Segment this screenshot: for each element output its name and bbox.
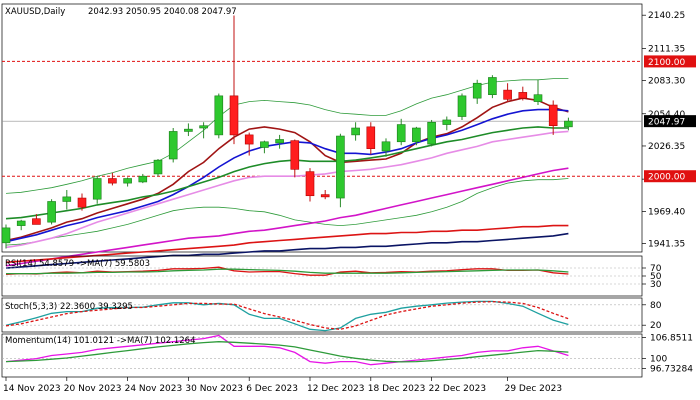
candle-bull [381, 141, 391, 152]
candle-bull [47, 201, 56, 223]
ma-pink [5, 130, 569, 249]
bb-lower [5, 178, 569, 246]
candle-bear [244, 134, 254, 145]
price-tick-label: 1941.35 [648, 240, 685, 250]
chart-title: XAUUSD,Daily [5, 7, 65, 17]
stochastic-pane: 80 20 [1, 297, 662, 333]
candle-bear [77, 197, 87, 208]
candle-bear [108, 178, 117, 184]
pane-frame-stoch [1, 297, 643, 333]
rsi [5, 266, 569, 276]
sub-tick-label: 106.8511 [650, 334, 693, 344]
stoch-main [5, 300, 569, 332]
candle-bull [260, 141, 269, 148]
ma-blue [5, 108, 569, 243]
sub-tick-label: 80 [650, 301, 662, 311]
ma-green [5, 126, 569, 220]
price-tick-label: 2026.35 [648, 142, 685, 152]
date-tick-label: 30 Nov 2023 [185, 384, 243, 394]
candle-bull [184, 128, 193, 132]
candle-bull [138, 175, 148, 183]
date-tick-label: 6 Dec 2023 [246, 384, 298, 394]
date-tick-label: 20 Nov 2023 [64, 384, 122, 394]
candle-bear [32, 218, 41, 225]
candle-bull [396, 124, 406, 143]
candle-bear [290, 140, 300, 170]
candle-bear [503, 89, 512, 100]
ma-navy [5, 232, 569, 269]
candle-bull [427, 121, 436, 145]
candle-bull [199, 125, 208, 129]
candle-bull [16, 220, 26, 226]
date-tick-label: 24 Nov 2023 [125, 384, 183, 394]
price-tick-label: 2140.25 [648, 11, 685, 21]
sub-tick-label: 30 [650, 280, 662, 290]
candle-bull [472, 82, 482, 99]
momentum-ma [5, 341, 569, 363]
current-price-label: 2047.97 [648, 118, 685, 128]
rsi-label: RSI(14) 54.8579 ->MA(7) 59.5803 [5, 259, 150, 269]
candle-bull [62, 196, 72, 202]
date-tick-label: 29 Dec 2023 [505, 384, 562, 394]
date-tick-label: 18 Dec 2023 [368, 384, 426, 394]
candle-bull [533, 94, 543, 102]
sub-tick-label: 20 [650, 321, 662, 331]
date-tick-label: 22 Dec 2023 [429, 384, 487, 394]
ma-red [5, 224, 569, 264]
candle-bull [123, 178, 132, 184]
ma-dark-red [5, 97, 569, 242]
ma-magenta [5, 167, 569, 267]
price-tick-label: 2054.40 [648, 110, 685, 120]
candle-bull [442, 119, 452, 125]
candle-bull [564, 120, 573, 128]
candle-bull [92, 178, 102, 200]
candle-bear [548, 104, 558, 127]
level-label: 2100.00 [648, 58, 685, 68]
candle-bull [336, 135, 345, 199]
sub-tick-label: 70 [650, 264, 662, 274]
candle-bear [320, 194, 330, 198]
candle-bull [153, 159, 163, 175]
current-price-bg [644, 115, 696, 128]
candle-bull [351, 127, 360, 136]
rsi-ma [6, 268, 569, 275]
candle-bear [366, 126, 376, 149]
sub-tick-label: 100 [650, 355, 667, 365]
candle-bull [214, 95, 224, 136]
level-label: 2000.00 [648, 173, 685, 183]
sub-tick-label: 96.73284 [650, 365, 693, 375]
main-price-pane: 2140.252111.352083.302054.402026.351997.… [1, 3, 696, 269]
price-tick-label: 2111.35 [648, 44, 685, 54]
candle-bear [305, 171, 315, 197]
level-label-bg [644, 55, 696, 68]
sub-tick-label: 50 [650, 272, 662, 282]
candle-bull [168, 131, 178, 160]
momentum-label: Momentum(14) 101.0121 ->MA(7) 102.1264 [5, 336, 195, 346]
candle-bull [488, 77, 497, 96]
stoch-label: Stoch(5,3,3) 22.3600 39.3295 [5, 302, 133, 312]
date-tick-label: 14 Nov 2023 [3, 384, 61, 394]
momentum [5, 334, 569, 366]
date-tick-label: 12 Dec 2023 [307, 384, 365, 394]
level-label-bg [644, 170, 696, 183]
candle-bear [229, 95, 239, 136]
ohlc-header: 2042.93 2050.95 2040.08 2047.97 [88, 7, 237, 17]
candle-bull [457, 95, 467, 117]
pane-frame-main [1, 3, 643, 253]
stoch-signal [5, 301, 569, 330]
candle-bull [275, 139, 284, 144]
pane-frame-mom [1, 333, 643, 378]
price-tick-label: 1969.40 [648, 207, 685, 217]
candle-bear [518, 92, 528, 99]
candle-bull [412, 127, 421, 143]
price-tick-label: 2083.30 [648, 77, 685, 87]
candle-bull [1, 227, 11, 244]
date-axis: 14 Nov 2023 20 Nov 2023 24 Nov 2023 30 Nov … [3, 377, 562, 394]
